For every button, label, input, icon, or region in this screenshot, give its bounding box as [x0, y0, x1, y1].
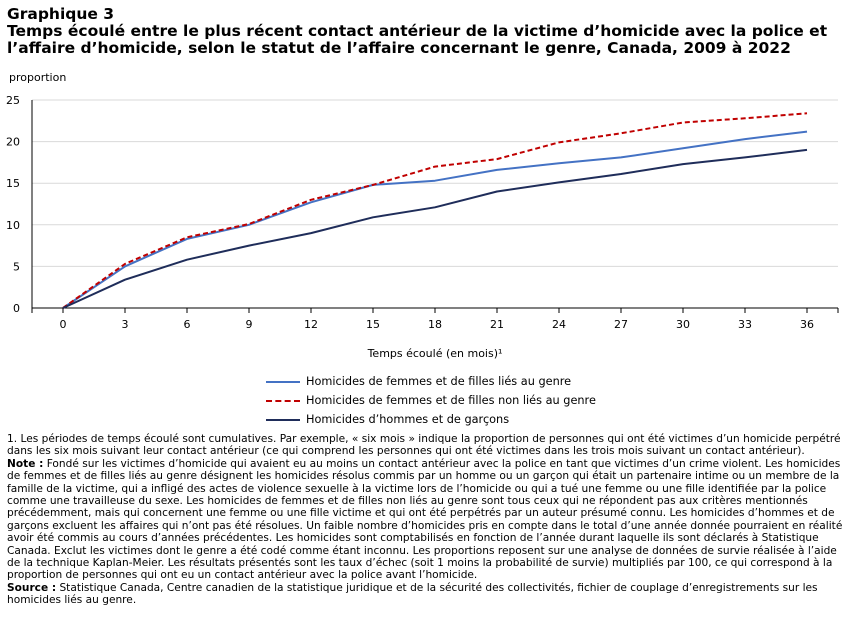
legend-swatch [266, 418, 300, 421]
y-tick-label: 15 [6, 177, 20, 190]
x-tick-label: 12 [304, 318, 318, 331]
x-tick-label: 30 [676, 318, 690, 331]
series-line-1 [62, 130, 808, 309]
source-label: Source : [7, 581, 57, 594]
series-line-2 [62, 112, 808, 309]
x-tick-label: 15 [366, 318, 380, 331]
y-tick-label: 10 [6, 219, 20, 232]
x-tick-label: 36 [800, 318, 814, 331]
note-text: Fondé sur les victimes d’homicide qui av… [7, 457, 843, 582]
legend-item-1: Homicides de femmes et de filles liés au… [266, 372, 596, 391]
x-tick-label: 9 [246, 318, 253, 331]
legend-swatch [266, 380, 300, 383]
legend-label: Homicides de femmes et de filles non lié… [306, 394, 596, 407]
chart-label: Graphique 3 [7, 5, 115, 23]
chart-title-line-2: l’affaire d’homicide, selon le statut de… [7, 39, 791, 57]
y-tick-label: 25 [6, 94, 20, 107]
source-text: Statistique Canada, Centre canadien de l… [7, 581, 818, 607]
footnote-1: 1. Les périodes de temps écoulé sont cum… [7, 433, 841, 458]
y-axis-label: proportion [9, 71, 66, 84]
x-tick-label: 3 [122, 318, 129, 331]
note-paragraph: Note : Fondé sur les victimes d’homicide… [7, 458, 845, 582]
x-tick-label: 18 [428, 318, 442, 331]
x-tick-label: 24 [552, 318, 566, 331]
x-tick-label: 33 [738, 318, 752, 331]
chart-title-block: Graphique 3 Temps écoulé entre le plus r… [7, 6, 847, 57]
legend-item-3: Homicides d’hommes et de garçons [266, 410, 596, 429]
x-tick-label: 21 [490, 318, 504, 331]
x-tick-label: 27 [614, 318, 628, 331]
chart-title-line-1: Temps écoulé entre le plus récent contac… [7, 22, 828, 40]
legend-label: Homicides de femmes et de filles liés au… [306, 375, 572, 388]
y-tick-label: 0 [13, 302, 20, 315]
chart-footer: 1. Les périodes de temps écoulé sont cum… [7, 433, 845, 607]
source-paragraph: Source : Statistique Canada, Centre cana… [7, 582, 845, 607]
y-tick-label: 20 [6, 136, 20, 149]
note-label: Note : [7, 457, 44, 470]
legend-swatch [266, 399, 300, 402]
y-tick-label: 5 [13, 260, 20, 273]
series-line-3 [62, 148, 808, 309]
chart-legend: Homicides de femmes et de filles liés au… [266, 372, 596, 429]
x-tick-label: 0 [60, 318, 67, 331]
x-axis-label: Temps écoulé (en mois)¹ [367, 347, 503, 360]
x-tick-label: 6 [184, 318, 191, 331]
legend-label: Homicides d’hommes et de garçons [306, 413, 510, 426]
legend-item-2: Homicides de femmes et de filles non lié… [266, 391, 596, 410]
